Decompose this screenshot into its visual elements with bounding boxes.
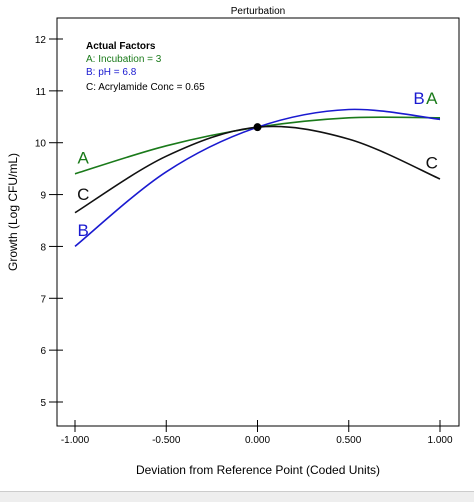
y-axis-label: Growth (Log CFU/mL) (6, 153, 20, 271)
x-tick-label: 0.000 (245, 435, 270, 446)
bottom-scroll-bar (0, 491, 474, 502)
plot-frame (56, 17, 460, 427)
x-tick-label: -1.000 (61, 435, 90, 446)
y-tick-label: 6 (40, 346, 46, 357)
y-tick-label: 11 (36, 87, 47, 98)
y-tick-label: 10 (35, 139, 47, 150)
legend: Actual Factors A: Incubation = 3 B: pH =… (86, 41, 205, 93)
y-tick-label: 8 (40, 242, 46, 253)
legend-heading: Actual Factors (86, 41, 156, 52)
x-axis-label: Deviation from Reference Point (Coded Un… (136, 463, 380, 477)
curve-label-b: B (78, 221, 89, 240)
curve-label-a: A (78, 148, 90, 167)
x-axis: -1.000 -0.500 0.000 0.500 1.000 (61, 420, 453, 446)
legend-entry-c: C: Acrylamide Conc = 0.65 (86, 82, 205, 93)
y-tick-label: 7 (40, 294, 46, 305)
x-tick-label: 0.500 (336, 435, 361, 446)
legend-entry-b: B: pH = 6.8 (86, 67, 137, 78)
y-tick-label: 12 (35, 35, 47, 46)
x-tick-label: -0.500 (152, 435, 181, 446)
reference-point-marker (253, 123, 262, 132)
curve-label-c: C (426, 154, 438, 173)
y-axis: 5 6 7 8 9 10 11 12 (35, 35, 63, 409)
curve-label-c: C (77, 185, 89, 204)
curve-label-b: B (413, 89, 424, 108)
curve-label-a: A (426, 89, 438, 108)
chart-title: Perturbation (231, 6, 285, 17)
legend-entry-a: A: Incubation = 3 (86, 54, 162, 65)
perturbation-chart: Perturbation 5 6 7 8 9 10 11 12 -1.000 -0.500 0.0… (6, 6, 460, 477)
y-tick-label: 5 (40, 398, 46, 409)
x-tick-label: 1.000 (427, 435, 452, 446)
y-tick-label: 9 (40, 191, 46, 202)
